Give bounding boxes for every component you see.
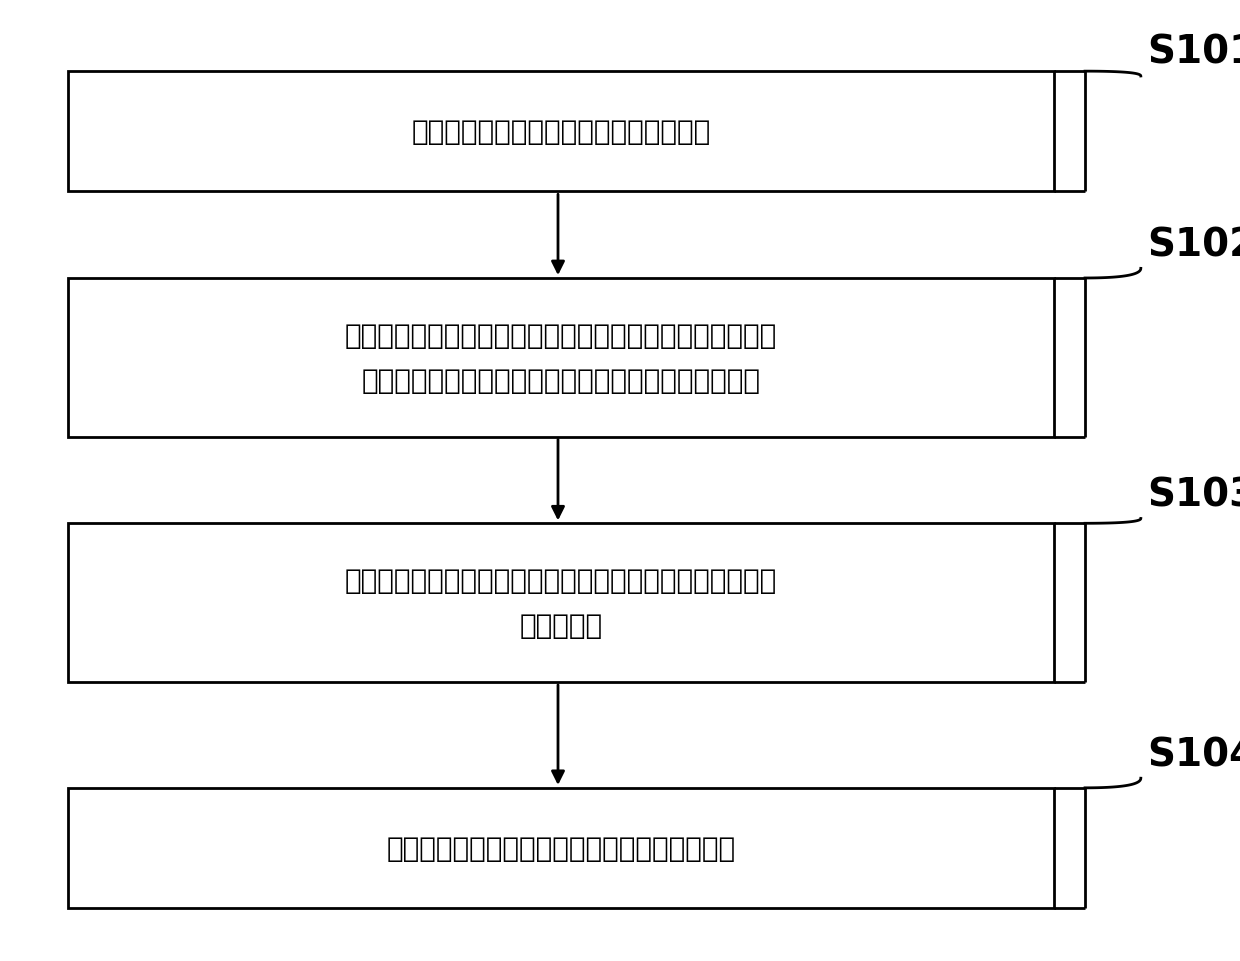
Text: S101: S101 bbox=[1147, 34, 1240, 72]
Bar bbox=[68, 788, 1054, 908]
Text: 通过压电传感器将触碰产生的弹性波信号转化为电信号，获
得触碰信号: 通过压电传感器将触碰产生的弹性波信号转化为电信号，获 得触碰信号 bbox=[345, 566, 777, 640]
Text: S104: S104 bbox=[1147, 735, 1240, 774]
Text: S102: S102 bbox=[1147, 226, 1240, 264]
Bar bbox=[68, 524, 1054, 682]
Text: 比对所述噪声信号和所述触碰信号获得触碰数据: 比对所述噪声信号和所述触碰信号获得触碰数据 bbox=[387, 834, 735, 862]
Bar bbox=[68, 72, 1054, 192]
Text: 根据所述元件信息获得对应元件产生的噪声数据，根据所述
噪声数据获得所述噪声数据转化为电信号后的噪声信号: 根据所述元件信息获得对应元件产生的噪声数据，根据所述 噪声数据获得所述噪声数据转… bbox=[345, 321, 777, 395]
Bar bbox=[68, 279, 1054, 437]
Text: S103: S103 bbox=[1147, 476, 1240, 514]
Text: 获取装置内各产生噪声的元件的元件信息: 获取装置内各产生噪声的元件的元件信息 bbox=[412, 118, 711, 146]
